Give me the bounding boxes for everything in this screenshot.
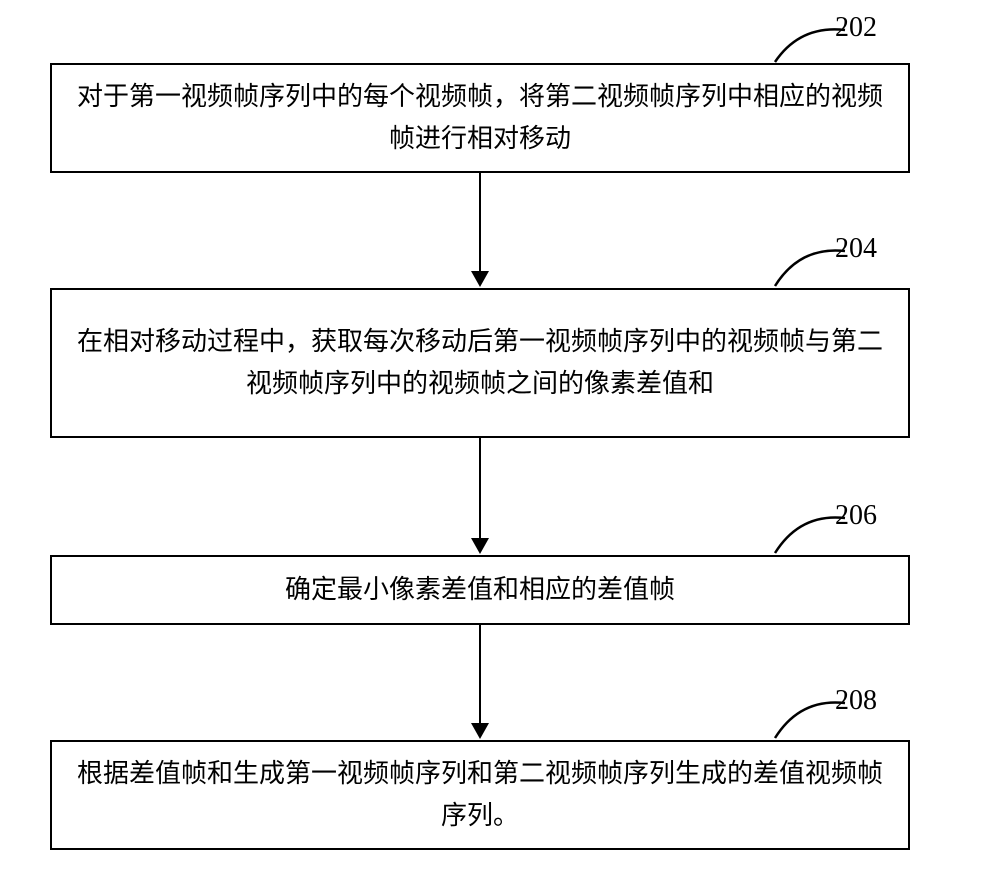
step-label-206: 206 — [835, 500, 877, 532]
flow-box-208: 根据差值帧和生成第一视频帧序列和第二视频帧序列生成的差值视频帧序列。 — [50, 740, 910, 850]
flow-box-204: 在相对移动过程中，获取每次移动后第一视频帧序列中的视频帧与第二视频帧序列中的视频… — [50, 288, 910, 438]
box-text: 在相对移动过程中，获取每次移动后第一视频帧序列中的视频帧与第二视频帧序列中的视频… — [76, 321, 884, 404]
flow-box-202: 对于第一视频帧序列中的每个视频帧，将第二视频帧序列中相应的视频帧进行相对移动 — [50, 63, 910, 173]
step-label-208: 208 — [835, 685, 877, 717]
arrow-head-3 — [471, 723, 489, 739]
step-label-202: 202 — [835, 12, 877, 44]
arrow-head-2 — [471, 538, 489, 554]
arrow-line-2 — [479, 438, 481, 538]
flowchart-container: 202 对于第一视频帧序列中的每个视频帧，将第二视频帧序列中相应的视频帧进行相对… — [0, 0, 1000, 886]
arrow-head-1 — [471, 271, 489, 287]
arrow-line-1 — [479, 173, 481, 271]
step-label-204: 204 — [835, 233, 877, 265]
flow-box-206: 确定最小像素差值和相应的差值帧 — [50, 555, 910, 625]
label-text: 202 — [835, 12, 877, 43]
label-text: 208 — [835, 685, 877, 716]
box-text: 对于第一视频帧序列中的每个视频帧，将第二视频帧序列中相应的视频帧进行相对移动 — [76, 76, 884, 159]
label-text: 204 — [835, 233, 877, 264]
box-text: 根据差值帧和生成第一视频帧序列和第二视频帧序列生成的差值视频帧序列。 — [76, 753, 884, 836]
box-text: 确定最小像素差值和相应的差值帧 — [285, 569, 675, 611]
arrow-line-3 — [479, 625, 481, 723]
label-text: 206 — [835, 500, 877, 531]
